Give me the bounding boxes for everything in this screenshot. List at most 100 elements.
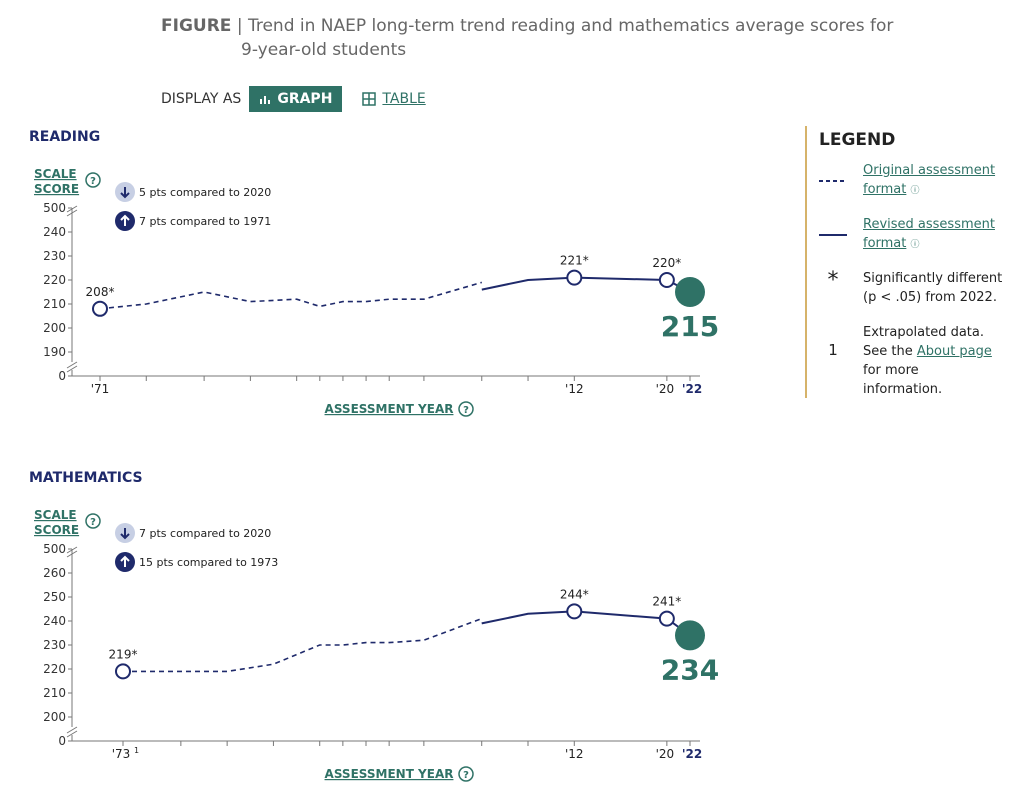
extrapolated-see-the: See the bbox=[863, 344, 917, 359]
math-xlabel-help-glyph: ? bbox=[463, 770, 469, 781]
display-toggle: DISPLAY AS GRAPH TABLE bbox=[161, 86, 426, 112]
figure-title-line2: 9-year-old students bbox=[241, 40, 407, 60]
original-format-link-2[interactable]: format bbox=[863, 182, 907, 197]
reading-down-arrow-glyph bbox=[120, 187, 130, 199]
math-down-arrow-glyph bbox=[120, 528, 130, 540]
bar-chart-icon bbox=[260, 96, 271, 104]
math-point-2022 bbox=[675, 620, 705, 651]
math-y-tick-label-0: 0 bbox=[58, 734, 66, 748]
math-y-tick-label-250: 250 bbox=[43, 590, 66, 604]
math-x-tick-footnote: 1 bbox=[134, 746, 139, 755]
significance-line2: (p < .05) from 2022. bbox=[863, 290, 997, 305]
reading-xlabel-help-glyph: ? bbox=[463, 405, 469, 416]
figure-title: FIGURE | Trend in NAEP long-term trend r… bbox=[161, 14, 921, 62]
original-format-link[interactable]: Original assessment bbox=[863, 163, 996, 178]
help-icon[interactable]: ⓘ bbox=[910, 186, 920, 196]
reading-point-label-2020: 220* bbox=[652, 256, 681, 270]
math-x-tick-label-2020: '20 bbox=[656, 747, 675, 761]
graph-view-label: GRAPH bbox=[277, 91, 333, 107]
math-ylabel-help-glyph: ? bbox=[90, 517, 96, 528]
figure-label: FIGURE bbox=[161, 16, 232, 36]
reading-point-label-1971: 208* bbox=[86, 285, 115, 299]
math-point-2012 bbox=[566, 603, 583, 620]
math-comparison-text-1: 15 pts compared to 1973 bbox=[139, 556, 278, 569]
display-as-label: DISPLAY AS bbox=[161, 91, 242, 107]
reading-x-tick-label-2020: '20 bbox=[656, 382, 675, 396]
graph-view-button[interactable]: GRAPH bbox=[249, 86, 343, 112]
reading-xlabel-help-icon[interactable] bbox=[458, 401, 474, 417]
reading-y-axis-break bbox=[66, 361, 78, 373]
table-view-label: TABLE bbox=[382, 91, 426, 107]
reading-y-tick-label-210: 210 bbox=[43, 297, 66, 311]
math-point-label-1973: 219* bbox=[109, 647, 138, 661]
significance-line1: Significantly different bbox=[863, 271, 1003, 286]
math-chart-title: MATHEMATICS bbox=[29, 470, 143, 486]
reading-chart-title: READING bbox=[29, 129, 100, 145]
reading-y-axis-top-break bbox=[66, 205, 78, 217]
reading-point-2020 bbox=[658, 272, 675, 288]
math-series-original-line bbox=[123, 617, 482, 673]
math-point-label-2020: 241* bbox=[652, 595, 681, 609]
reading-point-label-2012: 221* bbox=[560, 254, 589, 268]
help-icon[interactable]: ⓘ bbox=[910, 240, 920, 250]
reading-point-1971 bbox=[92, 300, 108, 317]
legend-panel: LEGEND Original assessment format ⓘ Revi… bbox=[805, 126, 1007, 398]
reading-ylabel-line1: SCALE bbox=[34, 167, 77, 181]
math-up-arrow-glyph bbox=[120, 555, 130, 567]
dashed-line-icon bbox=[817, 170, 849, 189]
reading-ylabel-help-glyph: ? bbox=[90, 176, 96, 187]
reading-series-revised-line bbox=[481, 276, 691, 293]
math-y-tick-label-230: 230 bbox=[43, 638, 66, 652]
about-page-link[interactable]: About page bbox=[916, 344, 992, 359]
reading-y-tick-label-500: 500 bbox=[43, 201, 66, 215]
revised-format-link[interactable]: Revised assessment bbox=[863, 217, 995, 232]
reading-y-tick-label-200: 200 bbox=[43, 321, 66, 335]
extrapolated-line3: for more bbox=[863, 363, 919, 378]
math-y-tick-label-200: 200 bbox=[43, 710, 66, 724]
reading-xlabel: ASSESSMENT YEAR bbox=[325, 402, 454, 416]
math-x-tick-label-2022: '22 bbox=[682, 747, 702, 761]
math-x-tick-label-first: '73 bbox=[112, 747, 131, 761]
table-icon bbox=[362, 92, 377, 106]
math-y-axis-break bbox=[66, 726, 78, 738]
math-point-2020 bbox=[658, 610, 675, 627]
extrapolated-line1: Extrapolated data. bbox=[863, 325, 984, 340]
solid-line-icon bbox=[817, 224, 849, 243]
math-point-label-2012: 244* bbox=[560, 587, 589, 601]
reading-y-tick-label-240: 240 bbox=[43, 225, 66, 239]
reading-point-2022 bbox=[675, 277, 705, 307]
math-ylabel-help-icon[interactable] bbox=[85, 513, 101, 529]
extrapolated-line4: information. bbox=[863, 382, 943, 397]
math-series-revised-line bbox=[481, 610, 691, 637]
reading-x-tick-label-2022: '22 bbox=[682, 382, 702, 396]
revised-format-link-2[interactable]: format bbox=[863, 236, 907, 251]
math-x-tick-label-2012: '12 bbox=[565, 747, 584, 761]
table-view-button[interactable]: TABLE bbox=[362, 91, 426, 107]
reading-y-tick-label-230: 230 bbox=[43, 249, 66, 263]
footnote-one-symbol: 1 bbox=[828, 341, 838, 359]
math-y-axis-top-break bbox=[66, 546, 78, 558]
reading-x-tick-label-2012: '12 bbox=[565, 382, 584, 396]
reading-series-original-line bbox=[99, 281, 483, 310]
math-point-1973 bbox=[115, 663, 131, 680]
reading-ylabel-line2: SCORE bbox=[34, 182, 79, 196]
math-comparison-text-0: 7 pts compared to 2020 bbox=[139, 527, 271, 540]
math-y-tick-label-500: 500 bbox=[43, 542, 66, 556]
reading-comparison-text-1: 7 pts compared to 1971 bbox=[139, 215, 271, 228]
reading-up-arrow-glyph bbox=[120, 214, 130, 226]
math-ylabel-line1: SCALE bbox=[34, 508, 77, 522]
math-y-tick-label-260: 260 bbox=[43, 566, 66, 580]
asterisk-icon: * bbox=[827, 268, 839, 293]
reading-y-tick-label-190: 190 bbox=[43, 345, 66, 359]
math-xlabel-help-icon[interactable] bbox=[458, 766, 474, 782]
reading-ylabel-help-icon[interactable] bbox=[85, 172, 101, 188]
math-xlabel: ASSESSMENT YEAR bbox=[325, 767, 454, 781]
reading-x-tick-label-first: '71 bbox=[91, 382, 110, 396]
math-y-tick-label-210: 210 bbox=[43, 686, 66, 700]
math-ylabel-line2: SCORE bbox=[34, 523, 79, 537]
reading-point-2012 bbox=[566, 269, 583, 286]
math-point-label-2022: 234 bbox=[661, 653, 719, 686]
figure-title-line1: Trend in NAEP long-term trend reading an… bbox=[247, 16, 894, 36]
math-y-tick-label-240: 240 bbox=[43, 614, 66, 628]
